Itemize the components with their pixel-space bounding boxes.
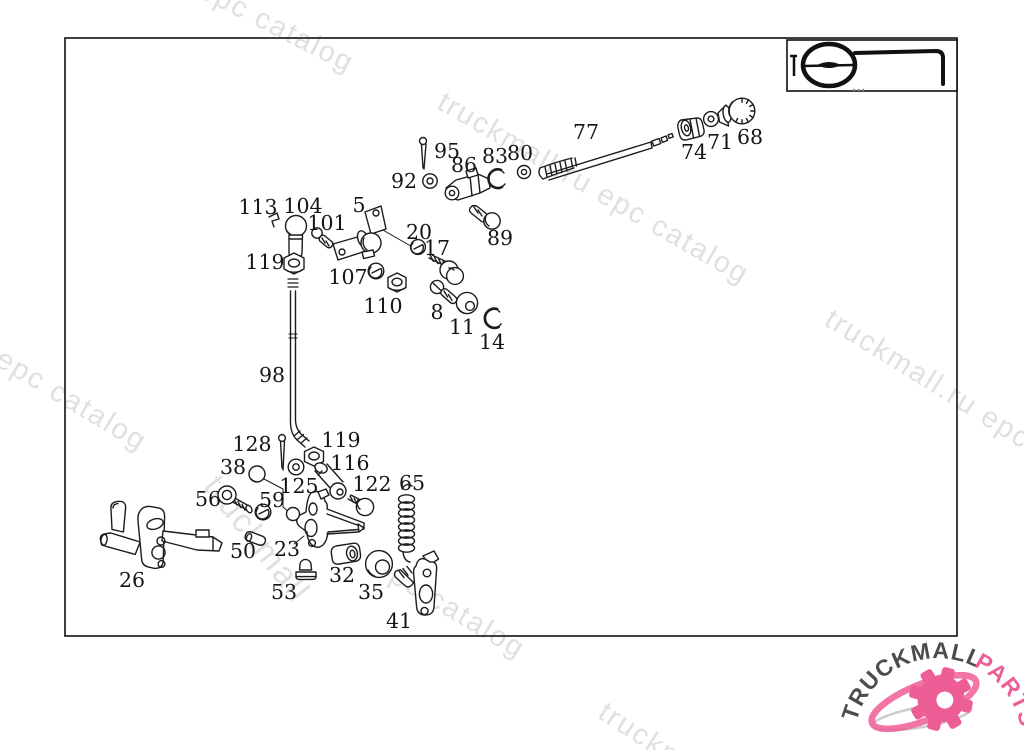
part-20-clip-nut [409,238,427,256]
part-119-hex-nut-lower [303,446,325,467]
part-83-snap-ring [487,168,506,190]
part-17-bolt [428,254,465,286]
logo-gear-icon [909,667,973,731]
part-53-stud [295,558,317,581]
part-label-107: 107 [328,265,367,289]
part-11-grommet [455,291,479,315]
part-95-cotter-pin [418,136,428,170]
part-128-cotter-pin [277,433,287,471]
part-label-35: 35 [358,580,384,604]
part-92-washer [422,173,438,189]
part-label-125: 125 [279,474,318,498]
part-label-8: 8 [430,300,443,324]
part-label-77: 77 [573,120,599,144]
part-label-14: 14 [479,330,505,354]
part-110-hex-nut [387,272,407,293]
part-label-59: 59 [259,488,285,512]
part-80-washer [516,164,532,180]
part-label-119: 119 [321,428,360,452]
part-122-bolt [347,494,375,517]
part-label-104: 104 [283,194,322,218]
part-label-71: 71 [707,130,733,154]
part-label-26: 26 [119,568,145,592]
part-washer [287,458,305,476]
part-56-bolt [217,485,253,514]
part-label-23: 23 [274,537,300,561]
part-41-plate [393,550,440,616]
part-50-pin [244,531,267,546]
part-119-hex-nut [283,252,305,275]
part-104-ball-pin [284,214,308,259]
part-label-11: 11 [449,315,475,339]
part-label-20: 20 [406,220,432,244]
diagram-border [64,37,958,637]
part-label-17: 17 [424,236,450,260]
part-label-86: 86 [451,153,477,177]
part-98-rod [287,278,310,448]
part-label-98: 98 [259,363,285,387]
logo-brand-suffix-text: PARTS [971,648,1024,730]
part-label-128: 128 [232,432,271,456]
part-116-clevis [314,462,347,500]
part-label-38: 38 [220,455,246,479]
part-68-knob [717,97,756,127]
part-label-122: 122 [352,472,391,496]
part-label-95: 95 [434,139,460,163]
part-label-74: 74 [681,140,707,164]
part-label-113: 113 [238,195,277,219]
part-label-68: 68 [737,125,763,149]
part-label-53: 53 [271,580,297,604]
part-label-89: 89 [487,226,513,250]
part-label-5: 5 [352,193,365,217]
part-23-lever [285,488,365,548]
part-26-bracket [99,500,223,570]
part-113-clip [268,212,280,228]
part-label-119: 119 [245,250,284,274]
part-label-65: 65 [399,471,425,495]
part-label-83: 83 [482,144,508,168]
part-107-clip-nut [367,262,385,280]
part-77-shaft [538,132,674,181]
part-label-32: 32 [329,563,355,587]
part-label-92: 92 [391,169,417,193]
part-32-bushing [330,542,362,565]
part-65-spring [397,483,416,563]
part-label-101: 101 [307,211,346,235]
part-label-116: 116 [330,451,369,475]
part-89-bolt [468,204,501,230]
brand-logo: TRUCKMALL PARTS [836,637,1024,733]
part-14-snap-ring [483,307,502,330]
part-label-50: 50 [230,539,256,563]
part-74-bushing [677,117,705,141]
part-38-ball [248,465,266,483]
part-86-clevis [444,167,491,201]
part-8-screw [429,279,458,305]
part-label-56: 56 [195,487,221,511]
part-59-clip-nut [254,503,272,521]
part-5-bracket [332,205,417,261]
part-label-80: 80 [507,141,533,165]
part-label-41: 41 [386,609,412,633]
part-35-ring [364,549,394,579]
part-101-ball-stud [311,227,334,249]
steering-wheel-icon [786,39,958,92]
part-71-washer [702,110,720,128]
part-label-110: 110 [363,294,402,318]
